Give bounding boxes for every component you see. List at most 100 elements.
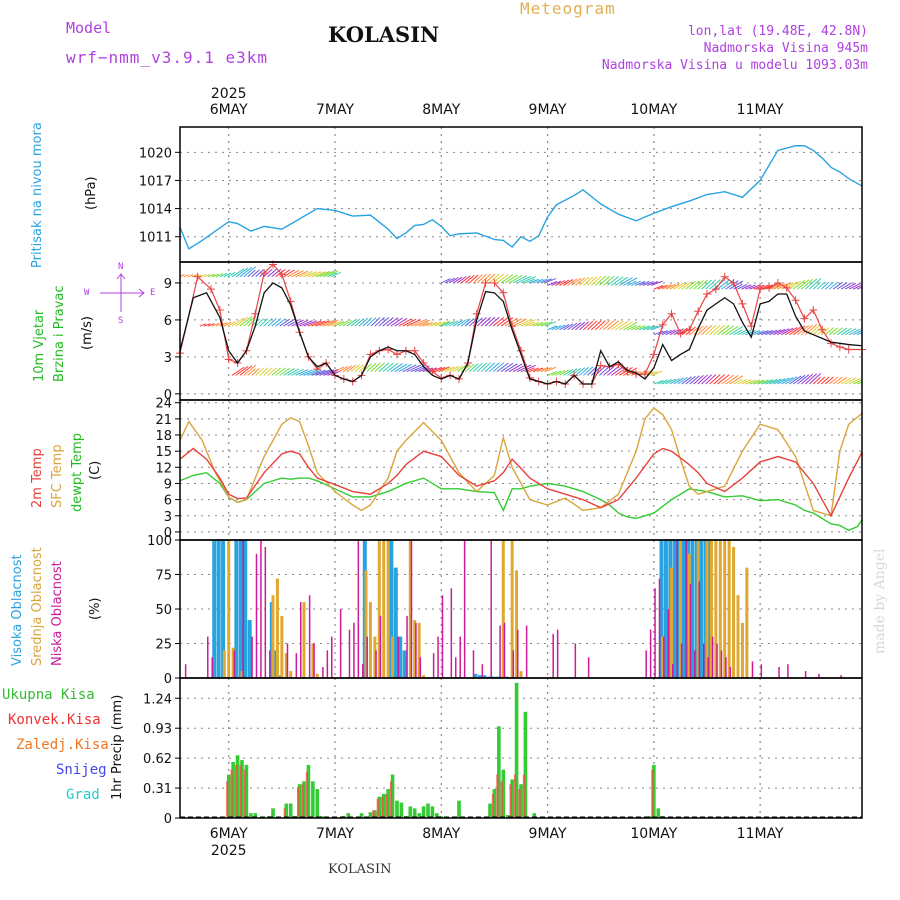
low-cloud-bar <box>455 657 457 678</box>
wind-barb <box>717 279 730 290</box>
wind-barb <box>386 362 399 373</box>
low-cloud-bar <box>251 636 253 678</box>
model-name: wrf−nmm_v3.9.1 e3km <box>66 48 269 67</box>
wind-barb <box>516 318 532 327</box>
wind-barb <box>559 279 570 286</box>
wind-barb <box>303 271 318 278</box>
wind-barb <box>769 329 782 336</box>
wind-barb <box>422 321 433 327</box>
total-precip-bar <box>532 813 537 818</box>
total-precip-bar <box>244 764 249 818</box>
high-cloud-bar <box>681 540 686 678</box>
wind-barb <box>231 317 245 327</box>
total-precip-bar <box>390 774 395 818</box>
wind-barb <box>721 325 735 336</box>
wind-barb <box>468 274 479 284</box>
low-cloud-bar <box>419 657 422 678</box>
low-cloud-bar <box>472 650 475 678</box>
gust-point <box>835 343 844 352</box>
low-cloud-bar <box>840 675 842 678</box>
wind-barb <box>287 319 300 327</box>
gust-point <box>499 288 508 297</box>
wind-barb <box>279 318 291 327</box>
mid-cloud-bar <box>227 540 231 678</box>
wind-barb <box>555 324 566 331</box>
wind-barb <box>689 280 700 290</box>
total-precip-bar <box>381 793 386 818</box>
wind-barb <box>812 376 821 385</box>
low-cloud-bar <box>233 650 236 678</box>
low-cloud-bar <box>348 629 351 678</box>
low-cloud-bar <box>654 588 656 678</box>
wind-barb <box>231 366 245 376</box>
wind-barb <box>773 328 786 336</box>
total-precip-bar <box>346 813 351 818</box>
wind-barb <box>219 322 228 327</box>
total-precip-bar <box>302 781 306 818</box>
wind-barb <box>251 367 260 376</box>
high-cloud-bar <box>212 540 217 678</box>
wind-barb <box>583 276 594 286</box>
mid-cloud-bar <box>222 650 226 678</box>
wind-barb <box>583 366 594 376</box>
low-cloud-bar <box>264 546 267 678</box>
wind-barb <box>709 374 721 385</box>
wind-barb <box>607 276 620 286</box>
mid-cloud-bar <box>745 567 749 678</box>
mid-cloud-bar <box>364 570 368 678</box>
wind-barb <box>311 271 326 278</box>
wind-barb <box>804 324 818 336</box>
wind-barb <box>512 318 527 327</box>
wind-barb <box>390 317 403 327</box>
wind-barb <box>741 284 752 290</box>
wind-barb <box>227 321 236 327</box>
wind-barb <box>464 275 475 284</box>
conv-precip-bar <box>230 769 233 818</box>
gust-point <box>224 355 233 364</box>
low-cloud-bar <box>300 602 302 678</box>
wind-barb <box>430 321 442 327</box>
mid-cloud-bar <box>413 620 417 678</box>
mid-cloud-bar <box>714 540 718 678</box>
ytick-label-3: 25 <box>155 638 172 653</box>
wind-barb <box>816 327 826 336</box>
wind-barb <box>599 365 611 376</box>
gust-point <box>711 285 720 294</box>
gust-point <box>800 314 809 323</box>
wind-barb <box>709 324 721 336</box>
wind-barb <box>575 367 586 376</box>
gust-point <box>428 367 437 376</box>
wind-barb <box>386 317 399 327</box>
wind-barb <box>456 364 467 373</box>
wind-barb <box>319 320 335 327</box>
wind-barb <box>551 280 562 286</box>
wind-barb <box>733 283 743 290</box>
mid-cloud-bar <box>709 540 713 678</box>
wind-barb <box>832 327 843 336</box>
xtick-bottom-1: 7MAY <box>316 826 354 842</box>
wind-barb <box>434 321 446 327</box>
low-cloud-bar <box>255 553 258 678</box>
wind-barb <box>745 379 756 385</box>
wind-barb <box>476 362 487 373</box>
ytick-label-3: 100 <box>147 534 172 549</box>
wind-barb <box>338 365 349 373</box>
wind-barb <box>480 273 492 284</box>
wind-barb <box>733 329 743 336</box>
wind-barbs <box>180 266 862 385</box>
low-cloud-bar <box>716 643 718 678</box>
wind-barb <box>587 320 598 331</box>
wind-barb <box>571 277 582 286</box>
wind-barb <box>563 279 574 286</box>
wind-barb <box>303 320 318 327</box>
conv-precip-bar <box>226 781 229 818</box>
wind-barb <box>532 367 544 373</box>
wind-barb <box>701 374 712 385</box>
low-cloud-bar <box>725 657 727 678</box>
wind-barb <box>354 363 365 373</box>
total-precip-bar <box>492 789 497 818</box>
conv-precip-bar <box>389 781 393 818</box>
wind-barb <box>291 270 304 278</box>
wind-barb <box>653 285 664 290</box>
